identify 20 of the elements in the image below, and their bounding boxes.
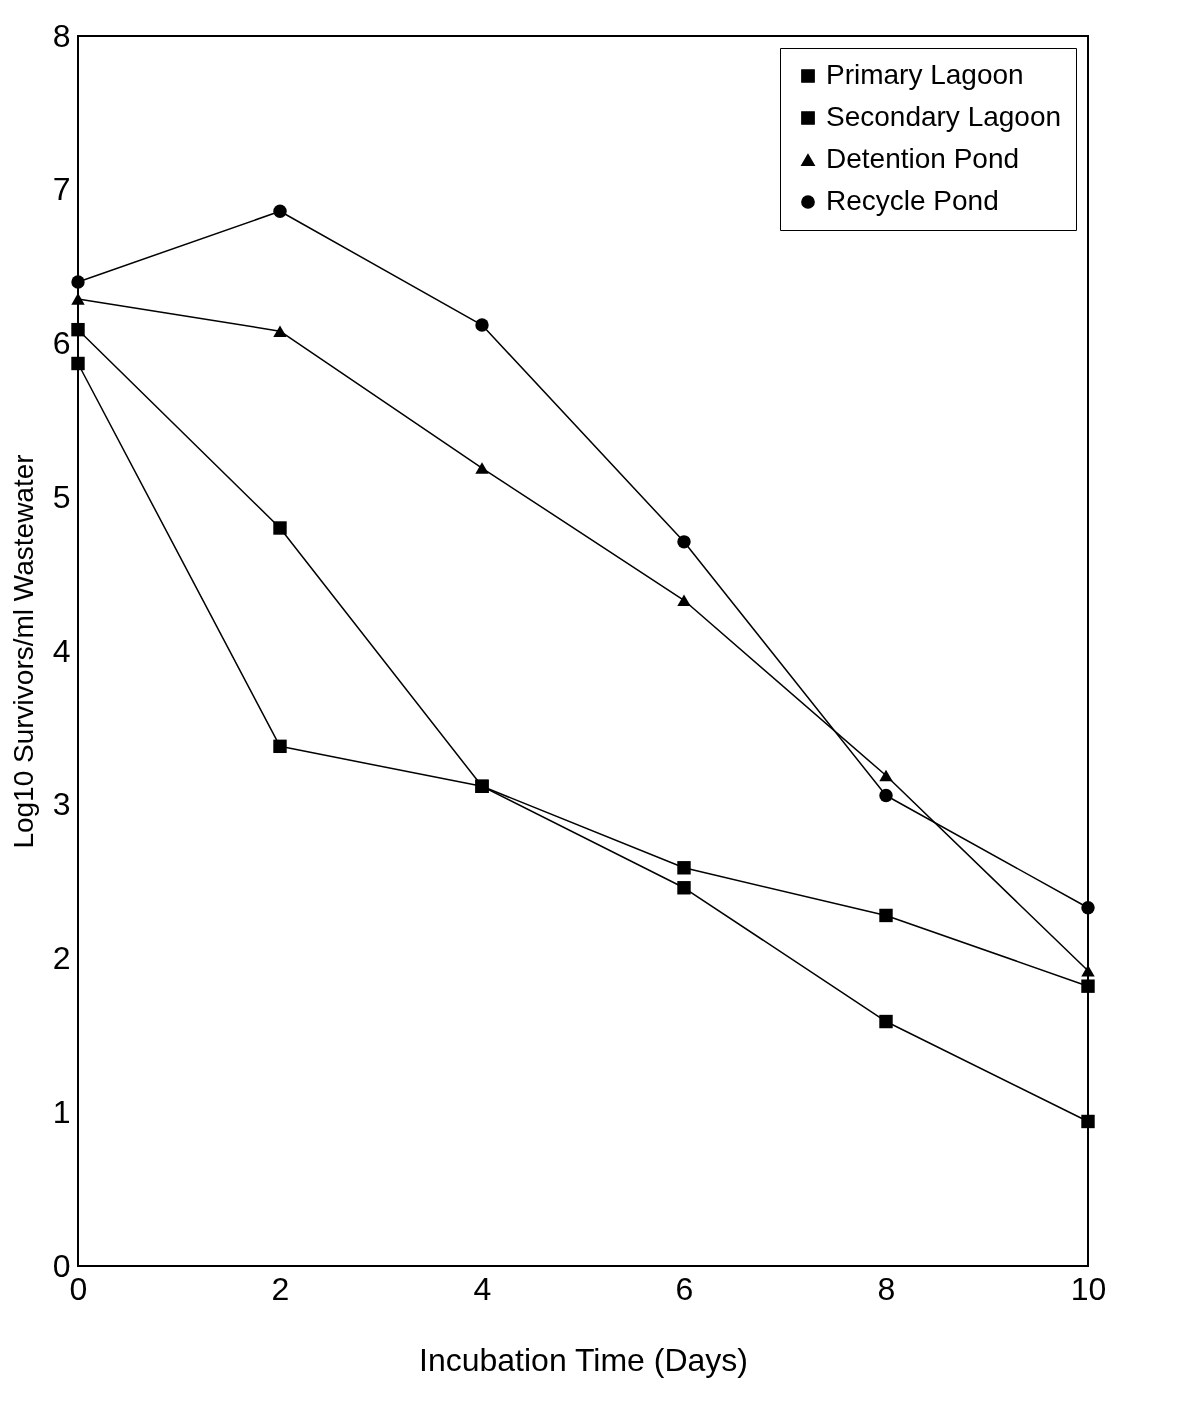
- y-axis-title: Log10 Survivors/ml Wastewater: [7, 454, 39, 849]
- legend-label: Primary Lagoon: [826, 59, 1024, 90]
- legend-label: Detention Pond: [826, 143, 1020, 174]
- x-tick-label: 8: [877, 1270, 896, 1307]
- y-tick-label: 5: [52, 478, 71, 515]
- legend-label: Recycle Pond: [826, 185, 999, 216]
- y-tick-label: 1: [52, 1093, 71, 1130]
- x-tick-label: 10: [1070, 1270, 1107, 1307]
- y-tick-label: 0: [52, 1247, 71, 1284]
- x-tick-label: 4: [473, 1270, 492, 1307]
- y-tick-label: 3: [52, 786, 71, 823]
- y-tick-label: 6: [52, 325, 71, 361]
- y-tick-label: 7: [52, 171, 71, 208]
- x-tick-label: 6: [675, 1270, 694, 1307]
- y-tick-label: 2: [52, 940, 71, 976]
- legend-label: Secondary Lagoon: [826, 101, 1062, 132]
- y-tick-label: 8: [52, 17, 71, 54]
- x-axis-title: Incubation Time (Days): [418, 1341, 749, 1378]
- x-tick-label: 2: [271, 1270, 290, 1307]
- y-tick-label: 4: [52, 632, 71, 669]
